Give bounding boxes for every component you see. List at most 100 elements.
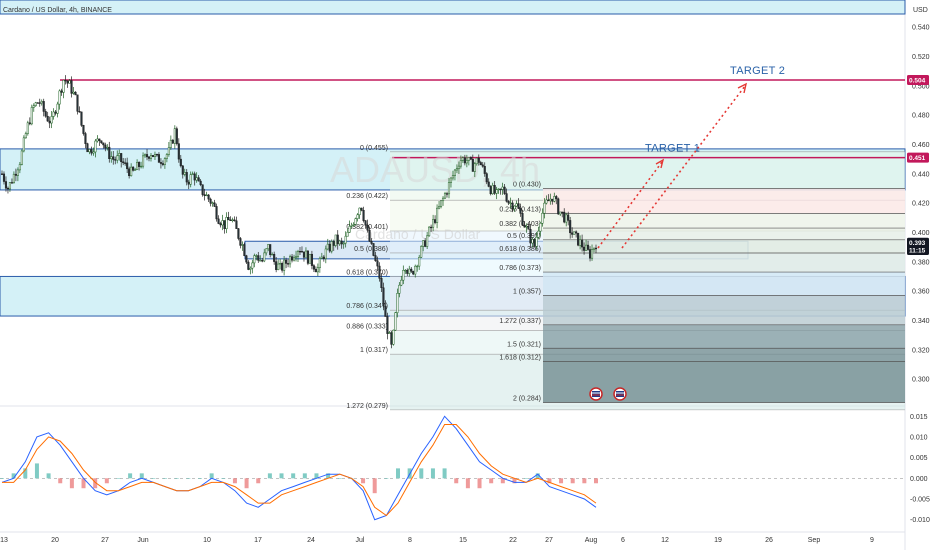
candle-body xyxy=(432,219,435,228)
candle-body xyxy=(507,200,510,204)
candle-body xyxy=(277,263,280,270)
candle-body xyxy=(531,239,534,244)
fib-layer: 0 (0.455)0.236 (0.422)0.382 (0.401)0.5 (… xyxy=(346,145,905,411)
candle-body xyxy=(370,240,373,244)
fib-lower-band xyxy=(543,188,905,214)
candle-body xyxy=(394,312,397,331)
candle-body xyxy=(76,94,79,112)
candle-body xyxy=(515,203,518,207)
candle-body xyxy=(285,259,288,264)
candle-body xyxy=(253,255,256,264)
candle-body xyxy=(207,194,210,200)
candle-body xyxy=(183,172,186,175)
candle-body xyxy=(565,214,568,223)
candle-body xyxy=(310,253,313,266)
us-flag-icon[interactable] xyxy=(613,387,627,401)
candle-body xyxy=(453,169,456,176)
candle-body xyxy=(90,149,93,154)
candle-body xyxy=(539,223,542,232)
candle-body xyxy=(197,177,200,182)
candle-body xyxy=(292,257,296,261)
candle-body xyxy=(380,278,383,289)
candle-body xyxy=(545,199,548,204)
candle-body xyxy=(547,199,550,202)
candle-body xyxy=(479,162,482,166)
candle-body xyxy=(44,111,47,117)
candle-body xyxy=(436,207,439,223)
candle-body xyxy=(235,220,238,229)
candle-body xyxy=(279,263,282,265)
candle-body xyxy=(209,198,212,204)
target-label: TARGET 1 xyxy=(645,143,700,155)
candle-body xyxy=(594,247,598,250)
candle-body xyxy=(159,162,162,164)
candle-body xyxy=(587,244,590,250)
arrow-head-1 xyxy=(655,158,665,169)
candle-body xyxy=(535,236,538,247)
candle-body xyxy=(171,139,174,144)
histogram-bar xyxy=(442,468,447,479)
price-badge-label: 0.451 xyxy=(909,155,926,162)
candle-body xyxy=(300,251,304,253)
histogram-bar xyxy=(314,473,319,479)
fib-upper-label: 0.786 (0.347) xyxy=(346,303,388,310)
candle-body xyxy=(404,269,407,272)
candle-body xyxy=(229,219,232,221)
candle-body xyxy=(396,293,399,313)
candle-body xyxy=(181,165,184,175)
candle-body xyxy=(8,182,11,190)
candle-body xyxy=(102,142,105,146)
candle-body xyxy=(227,217,230,221)
fib-upper-label: 0.5 (0.386) xyxy=(354,246,388,253)
candle-body xyxy=(140,165,143,168)
candle-body xyxy=(289,256,292,265)
fib-lower-band xyxy=(543,348,905,362)
candle-body xyxy=(543,202,546,214)
candle-body xyxy=(366,224,369,231)
candle-body xyxy=(368,229,371,242)
candle-body xyxy=(201,184,204,195)
time-tick: 27 xyxy=(545,537,553,544)
candle-body xyxy=(350,225,353,227)
time-tick: 13 xyxy=(0,537,8,544)
candle-body xyxy=(336,234,339,245)
price-badge xyxy=(907,152,929,163)
price-badge-label: 11:15 xyxy=(909,248,926,255)
osc-tick: -0.010 xyxy=(910,517,930,524)
price-tick: 0.300 xyxy=(912,377,930,384)
candle-body xyxy=(26,122,29,134)
candle-body xyxy=(14,173,17,176)
candle-body xyxy=(318,258,321,268)
candle-body xyxy=(590,249,594,259)
fib-upper-label: 1 (0.317) xyxy=(360,347,388,354)
candle-body xyxy=(142,155,145,167)
candle-body xyxy=(0,173,4,175)
time-tick: 6 xyxy=(621,537,625,544)
candle-body xyxy=(233,219,236,222)
fib-lower-label: 0.382 (0.403) xyxy=(499,221,541,228)
time-tick: 9 xyxy=(870,537,874,544)
candle-body xyxy=(104,144,107,149)
time-tick: 10 xyxy=(203,537,211,544)
macd-line xyxy=(1,415,597,521)
candle-body xyxy=(573,231,576,235)
candle-body xyxy=(499,188,502,191)
histogram-bar xyxy=(128,473,133,479)
candle-body xyxy=(308,253,311,264)
price-tick: 0.360 xyxy=(912,289,930,296)
candle-body xyxy=(100,140,103,144)
candle-body xyxy=(6,187,10,190)
fib-lower-band xyxy=(543,213,905,229)
candle-body xyxy=(360,207,363,211)
target-label: TARGET 2 xyxy=(730,65,785,77)
candle-body xyxy=(143,154,147,157)
us-flag-icon[interactable] xyxy=(589,387,603,401)
candle-body xyxy=(24,133,27,139)
time-tick: 17 xyxy=(254,537,262,544)
candle-body xyxy=(392,329,395,345)
candle-body xyxy=(523,224,526,228)
candle-body xyxy=(438,206,441,209)
candle-body xyxy=(108,146,111,159)
candle-body xyxy=(42,101,45,112)
